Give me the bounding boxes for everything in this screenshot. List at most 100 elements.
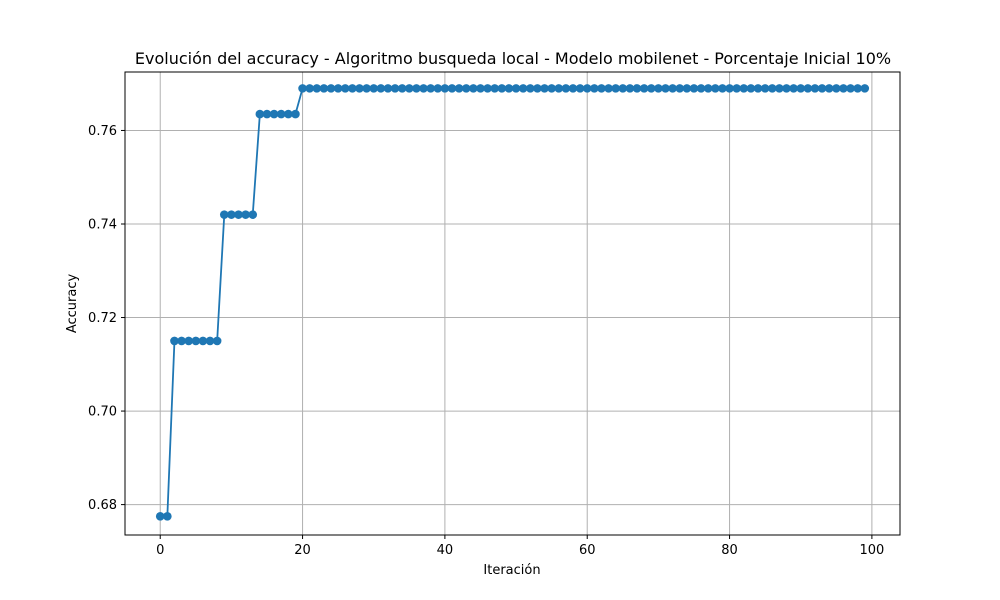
- data-point: [846, 84, 855, 93]
- data-point: [269, 109, 279, 119]
- data-point: [661, 84, 670, 93]
- data-point: [369, 84, 379, 93]
- data-point: [298, 84, 307, 93]
- data-point: [732, 84, 741, 93]
- data-point: [753, 84, 763, 93]
- data-point: [654, 84, 663, 93]
- data-point: [540, 84, 549, 93]
- series-line: [160, 87, 865, 518]
- data-point: [511, 84, 521, 93]
- data-point: [760, 84, 770, 93]
- data-point: [817, 84, 827, 93]
- data-point: [333, 84, 343, 93]
- data-point: [483, 84, 492, 93]
- data-point: [219, 210, 229, 219]
- data-point: [832, 84, 841, 93]
- data-point: [618, 84, 628, 93]
- data-point: [490, 84, 500, 93]
- data-point: [853, 84, 862, 93]
- y-tick-label: 0.70: [88, 405, 117, 420]
- data-point: [469, 84, 478, 93]
- data-point: [177, 336, 186, 346]
- data-point: [767, 84, 777, 93]
- grid: [125, 72, 900, 535]
- data-point: [568, 84, 578, 93]
- x-tick-label: 0: [156, 543, 164, 558]
- data-point: [525, 84, 535, 93]
- y-tick-label: 0.76: [88, 124, 117, 139]
- data-point: [276, 109, 286, 119]
- data-point: [163, 511, 172, 521]
- data-point: [504, 84, 514, 93]
- data-point: [518, 84, 528, 93]
- data-point: [675, 84, 685, 93]
- data-point: [454, 84, 464, 93]
- data-point: [547, 84, 556, 93]
- data-point: [198, 336, 208, 346]
- data-point: [668, 84, 677, 93]
- data-point: [639, 84, 649, 93]
- series-markers: [155, 84, 870, 521]
- data-point: [170, 336, 179, 346]
- data-point: [476, 84, 485, 93]
- data-point: [191, 336, 201, 346]
- data-point: [227, 210, 236, 219]
- data-point: [824, 84, 834, 93]
- data-point: [305, 84, 314, 93]
- data-point: [810, 84, 820, 93]
- data-point: [860, 84, 870, 93]
- data-point: [319, 84, 329, 93]
- data-point: [326, 84, 336, 93]
- data-point: [597, 84, 606, 93]
- data-point: [376, 84, 386, 93]
- data-point: [205, 336, 215, 346]
- x-tick-label: 100: [859, 543, 884, 558]
- data-point: [611, 84, 620, 93]
- x-tick-label: 40: [437, 543, 454, 558]
- data-point: [390, 84, 400, 93]
- data-point: [782, 84, 791, 93]
- data-point: [255, 109, 265, 119]
- data-point: [362, 84, 371, 93]
- series-line-path: [160, 87, 865, 518]
- data-point: [248, 210, 258, 219]
- data-point: [711, 84, 720, 93]
- data-point: [412, 84, 421, 93]
- data-point: [419, 84, 428, 93]
- data-point: [689, 84, 699, 93]
- data-point: [604, 84, 613, 93]
- data-point: [646, 84, 656, 93]
- data-point: [234, 210, 243, 219]
- data-point: [632, 84, 642, 93]
- data-point: [789, 84, 798, 93]
- data-point: [397, 84, 407, 93]
- data-point: [575, 84, 585, 93]
- data-point: [582, 84, 592, 93]
- data-point: [447, 84, 457, 93]
- plot-frame: [124, 71, 901, 536]
- data-point: [440, 84, 450, 93]
- data-point: [312, 84, 322, 93]
- data-point: [739, 84, 749, 93]
- y-tick-label: 0.72: [88, 311, 117, 326]
- data-point: [284, 109, 293, 119]
- data-point: [405, 84, 414, 93]
- data-point: [796, 84, 806, 93]
- data-point: [461, 84, 471, 93]
- data-point: [355, 84, 364, 93]
- data-point: [703, 84, 713, 93]
- data-point: [803, 84, 813, 93]
- data-point: [184, 336, 193, 346]
- chart-title: Evolución del accuracy - Algoritmo busqu…: [135, 49, 891, 68]
- data-point: [682, 84, 692, 93]
- data-point: [533, 84, 542, 93]
- data-point: [212, 336, 222, 346]
- data-point: [155, 511, 165, 521]
- data-point: [775, 84, 784, 93]
- x-axis-label: Iteración: [483, 563, 540, 578]
- x-axis-ticks: 0 20 40 60 80 100: [156, 535, 884, 558]
- data-point: [590, 84, 599, 93]
- data-point: [839, 84, 848, 93]
- data-point: [433, 84, 443, 93]
